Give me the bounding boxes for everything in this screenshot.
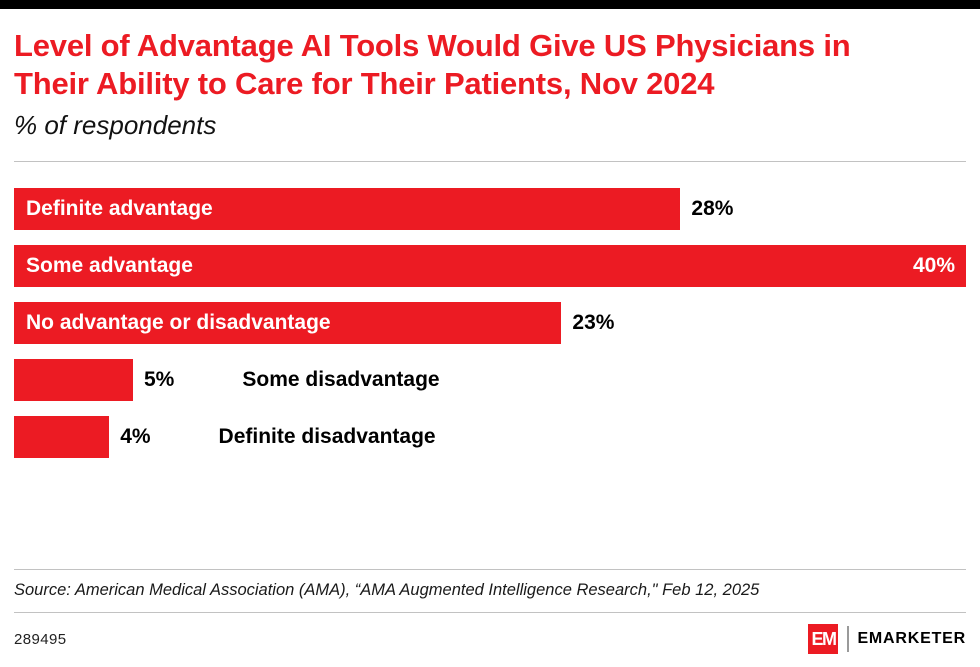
top-black-bar (0, 0, 980, 9)
bar-category-label: Definite disadvantage (218, 425, 436, 449)
bar (14, 416, 110, 459)
bar-value-label: 4% (120, 425, 151, 449)
bar-category-label: Definite advantage (26, 197, 213, 221)
emarketer-logo-icon: EM (808, 624, 839, 654)
footer: 289495 EM EMARKETER (14, 613, 966, 667)
bar-category-label: No advantage or disadvantage (26, 311, 331, 335)
bar-row: 4% Definite disadvantage (14, 416, 966, 459)
bar-row: No advantage or disadvantage 23% (14, 302, 966, 345)
source-note: Source: American Medical Association (AM… (14, 581, 760, 600)
bar (14, 359, 133, 402)
divider (14, 612, 966, 613)
chart-subtitle: % of respondents (14, 110, 217, 141)
emarketer-logo-text: EMARKETER (857, 630, 966, 647)
bar: Some advantage 40% (14, 245, 966, 288)
bar-value-label: 28% (691, 197, 734, 221)
bar-value-label: 5% (144, 368, 175, 392)
logo-divider (847, 626, 850, 652)
bar-category-label: Some advantage (26, 254, 193, 278)
bar-category-label: Some disadvantage (242, 368, 440, 392)
divider (14, 569, 966, 571)
divider (14, 161, 966, 163)
bar-chart: Definite advantage 28% Some advantage 40% No… (14, 188, 966, 459)
bar-value-label: 23% (572, 311, 615, 335)
bar: No advantage or disadvantage (14, 302, 562, 345)
chart-id: 289495 (14, 630, 67, 648)
emarketer-logo: EM EMARKETER (808, 624, 966, 654)
bottom-block: Source: American Medical Association (AM… (0, 569, 980, 667)
bar: Definite advantage (14, 188, 681, 231)
bar-value-label: 40% (912, 254, 955, 278)
chart-title: Level of Advantage AI Tools Would Give U… (14, 28, 851, 102)
bar-row: Some advantage 40% (14, 245, 966, 288)
bar-row: 5% Some disadvantage (14, 359, 966, 402)
bar-row: Definite advantage 28% (14, 188, 966, 231)
